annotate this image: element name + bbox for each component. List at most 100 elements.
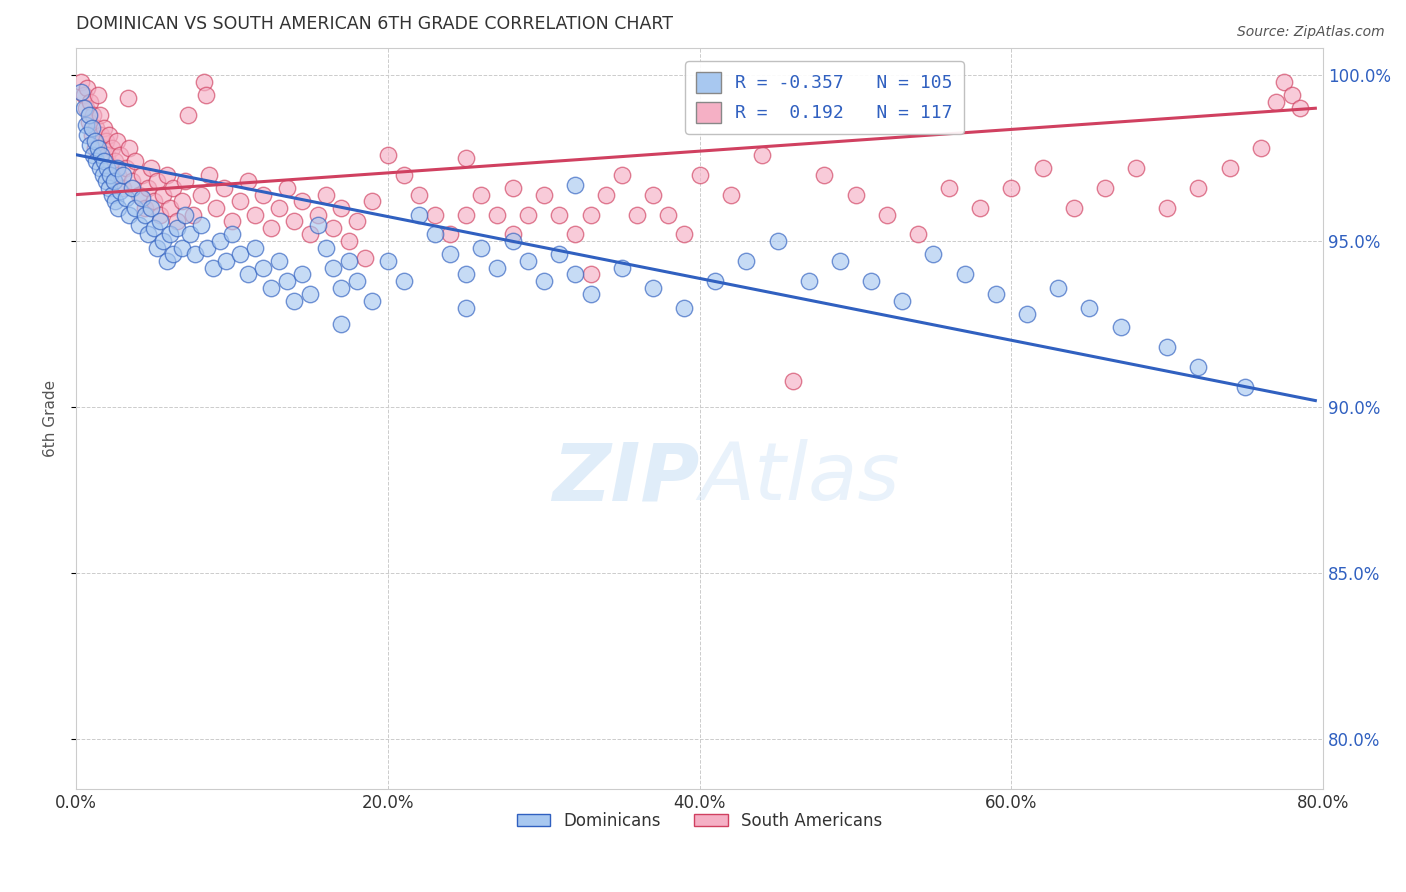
Point	[155, 254, 177, 268]
Point	[1047, 280, 1070, 294]
Point	[128, 187, 150, 202]
Point	[689, 168, 711, 182]
Point	[938, 181, 960, 195]
Point	[657, 208, 679, 222]
Point	[579, 287, 602, 301]
Point	[751, 147, 773, 161]
Point	[134, 201, 156, 215]
Point	[1032, 161, 1054, 175]
Point	[193, 75, 215, 89]
Point	[90, 147, 112, 161]
Point	[1281, 87, 1303, 102]
Text: DOMINICAN VS SOUTH AMERICAN 6TH GRADE CORRELATION CHART: DOMINICAN VS SOUTH AMERICAN 6TH GRADE CO…	[76, 15, 673, 33]
Point	[860, 274, 883, 288]
Point	[103, 174, 125, 188]
Point	[337, 254, 360, 268]
Point	[283, 214, 305, 228]
Point	[1125, 161, 1147, 175]
Point	[735, 254, 758, 268]
Point	[276, 274, 298, 288]
Point	[252, 260, 274, 275]
Point	[195, 241, 218, 255]
Point	[1063, 201, 1085, 215]
Point	[166, 220, 188, 235]
Point	[579, 208, 602, 222]
Point	[564, 227, 586, 242]
Point	[152, 234, 174, 248]
Point	[86, 154, 108, 169]
Point	[91, 141, 114, 155]
Point	[502, 234, 524, 248]
Point	[548, 208, 571, 222]
Point	[97, 181, 120, 195]
Point	[720, 187, 742, 202]
Point	[162, 247, 184, 261]
Point	[891, 293, 914, 308]
Point	[183, 247, 205, 261]
Point	[260, 280, 283, 294]
Point	[337, 234, 360, 248]
Point	[105, 161, 128, 175]
Point	[564, 178, 586, 192]
Point	[236, 268, 259, 282]
Point	[221, 214, 243, 228]
Point	[146, 174, 169, 188]
Point	[197, 168, 219, 182]
Point	[143, 220, 166, 235]
Point	[79, 137, 101, 152]
Point	[408, 187, 430, 202]
Point	[181, 208, 204, 222]
Point	[346, 274, 368, 288]
Point	[205, 201, 228, 215]
Point	[353, 251, 375, 265]
Point	[346, 214, 368, 228]
Point	[470, 241, 492, 255]
Point	[922, 247, 945, 261]
Point	[83, 135, 105, 149]
Legend: Dominicans, South Americans: Dominicans, South Americans	[510, 805, 889, 837]
Point	[361, 293, 384, 308]
Point	[454, 208, 477, 222]
Point	[115, 191, 138, 205]
Point	[1265, 95, 1288, 109]
Point	[517, 254, 540, 268]
Point	[626, 208, 648, 222]
Point	[108, 147, 131, 161]
Point	[969, 201, 991, 215]
Point	[87, 141, 110, 155]
Point	[486, 260, 509, 275]
Point	[103, 174, 125, 188]
Point	[100, 168, 122, 182]
Point	[89, 161, 111, 175]
Point	[454, 268, 477, 282]
Point	[177, 108, 200, 122]
Point	[136, 181, 159, 195]
Point	[641, 280, 664, 294]
Point	[307, 208, 329, 222]
Point	[322, 220, 344, 235]
Point	[876, 208, 898, 222]
Point	[155, 168, 177, 182]
Point	[111, 168, 134, 182]
Point	[94, 174, 117, 188]
Point	[208, 234, 231, 248]
Point	[97, 128, 120, 142]
Point	[190, 218, 212, 232]
Point	[121, 181, 143, 195]
Point	[1094, 181, 1116, 195]
Point	[229, 247, 252, 261]
Point	[1015, 307, 1038, 321]
Point	[610, 168, 633, 182]
Point	[454, 151, 477, 165]
Point	[673, 227, 696, 242]
Point	[252, 187, 274, 202]
Point	[1272, 75, 1295, 89]
Point	[174, 208, 197, 222]
Point	[1234, 380, 1257, 394]
Point	[194, 87, 217, 102]
Point	[118, 208, 141, 222]
Point	[75, 118, 97, 132]
Point	[610, 260, 633, 275]
Point	[83, 141, 105, 155]
Point	[146, 241, 169, 255]
